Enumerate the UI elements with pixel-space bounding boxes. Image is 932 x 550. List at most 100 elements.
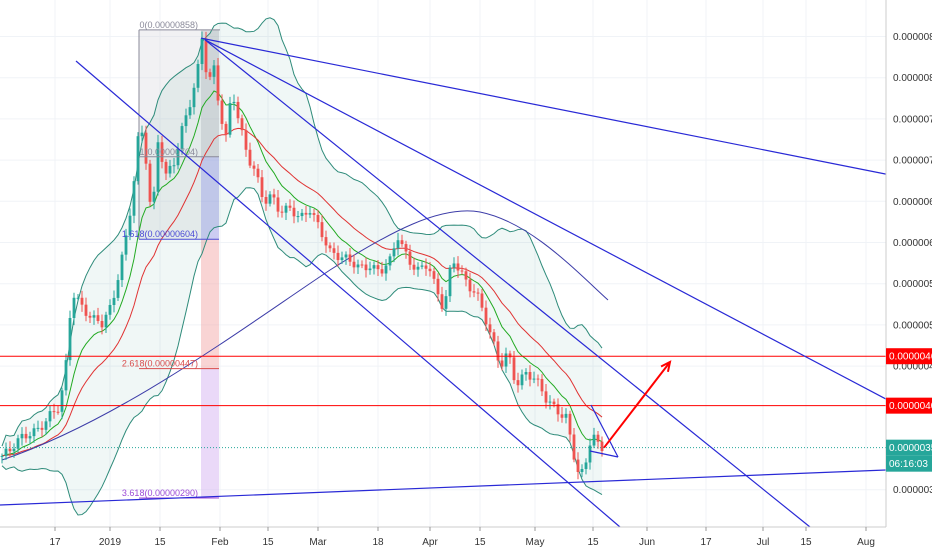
- candle: [324, 237, 328, 246]
- candle: [76, 297, 80, 299]
- candle: [56, 411, 60, 413]
- trendline-channel-top[interactable]: [204, 39, 811, 528]
- candle: [396, 240, 400, 249]
- candle: [164, 161, 168, 174]
- fib-level-label: 2.618(0.00000447): [122, 359, 198, 369]
- candle: [52, 411, 56, 413]
- indicators: [1, 17, 609, 516]
- price-axis[interactable]: 0.00000850 0.00000800 0.00000750 0.00000700…: [893, 32, 932, 496]
- candle: [0, 455, 4, 457]
- candle: [480, 293, 484, 308]
- candle: [188, 107, 192, 116]
- candle: [160, 142, 164, 162]
- candle: [516, 380, 520, 386]
- candle: [84, 304, 88, 316]
- trendline[interactable]: [0, 469, 887, 506]
- candle: [300, 212, 304, 217]
- candle: [228, 103, 232, 135]
- countdown-box: [886, 455, 932, 472]
- candle: [96, 315, 100, 322]
- candle: [224, 123, 228, 135]
- candle: [140, 132, 144, 137]
- candle: [424, 265, 428, 269]
- candle: [212, 65, 216, 77]
- candle: [432, 271, 436, 279]
- time-axis[interactable]: 17 2019 15 Feb 15 Mar 18 Apr 15 May 15 Jun 17 Jul 15 Au…: [49, 527, 875, 548]
- price-label: 0.00000402: [889, 401, 932, 412]
- candle: [448, 267, 452, 297]
- candle: [276, 197, 280, 212]
- fib-zone-blue: [201, 156, 219, 240]
- candle: [588, 445, 592, 463]
- trendline[interactable]: [589, 450, 619, 458]
- candle: [540, 379, 544, 392]
- price-label-box: [886, 439, 932, 456]
- candle: [108, 305, 112, 315]
- candle: [572, 434, 576, 460]
- trendline[interactable]: [75, 60, 621, 528]
- candle: [132, 181, 136, 216]
- candle: [124, 235, 128, 255]
- candle: [236, 101, 240, 119]
- candle: [312, 213, 316, 215]
- candle: [296, 216, 300, 218]
- y-tick-label: 0.00000600: [893, 238, 932, 249]
- candle: [576, 459, 580, 473]
- trendline[interactable]: [590, 404, 619, 458]
- trendline[interactable]: [204, 39, 887, 400]
- candle: [8, 448, 12, 452]
- candle: [528, 372, 532, 380]
- candle: [284, 205, 288, 213]
- candle: [184, 115, 188, 127]
- candle: [288, 205, 292, 208]
- candle: [136, 136, 140, 182]
- candle: [100, 321, 104, 328]
- x-tick-label: Feb: [211, 537, 229, 548]
- candle: [72, 297, 76, 318]
- fib-zone-violet: [201, 368, 219, 498]
- candle: [144, 132, 148, 164]
- x-tick-label: Jun: [639, 537, 655, 548]
- candle: [308, 213, 312, 215]
- projection-arrow[interactable]: [603, 361, 671, 449]
- x-tick-label: Aug: [857, 537, 875, 548]
- x-tick-label: 18: [372, 537, 384, 548]
- candle: [420, 265, 424, 267]
- candle: [592, 434, 596, 446]
- y-tick-label: 0.00000500: [893, 320, 932, 331]
- candle: [60, 390, 64, 412]
- projection-arrow-head: [660, 360, 672, 372]
- candle: [248, 149, 252, 166]
- candle: [440, 294, 444, 309]
- candle: [368, 268, 372, 271]
- price-axis-background: [886, 0, 932, 527]
- candle: [220, 100, 224, 124]
- candle: [456, 263, 460, 271]
- candle: [344, 254, 348, 258]
- candle: [444, 296, 448, 309]
- candle: [364, 264, 368, 271]
- candle: [16, 438, 20, 449]
- candle: [584, 462, 588, 470]
- candle: [320, 222, 324, 238]
- candle: [40, 427, 44, 430]
- bollinger-fill: [2, 17, 602, 515]
- candle: [404, 244, 408, 252]
- candle: [524, 372, 528, 375]
- candle: [32, 428, 36, 437]
- candle: [508, 353, 512, 358]
- x-tick-label: Apr: [422, 537, 438, 548]
- candle: [48, 411, 52, 422]
- candle: [496, 341, 500, 361]
- trendline[interactable]: [200, 37, 887, 175]
- candle: [180, 126, 184, 149]
- candle: [360, 264, 364, 266]
- candle: [24, 433, 28, 439]
- candle: [304, 212, 308, 215]
- candle: [476, 292, 480, 294]
- price-labels: 0.00000462 0.00000402 0.00000351 06:16:03: [886, 348, 932, 472]
- candle: [512, 357, 516, 381]
- x-tick-label: 17: [700, 537, 712, 548]
- candle: [548, 401, 552, 403]
